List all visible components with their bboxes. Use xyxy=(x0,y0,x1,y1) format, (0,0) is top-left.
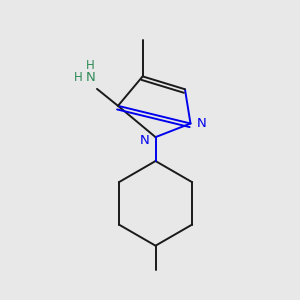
Text: N: N xyxy=(140,134,149,147)
Text: H: H xyxy=(86,59,95,72)
Text: N: N xyxy=(85,70,95,84)
Text: H: H xyxy=(74,70,83,84)
Text: N: N xyxy=(197,117,206,130)
